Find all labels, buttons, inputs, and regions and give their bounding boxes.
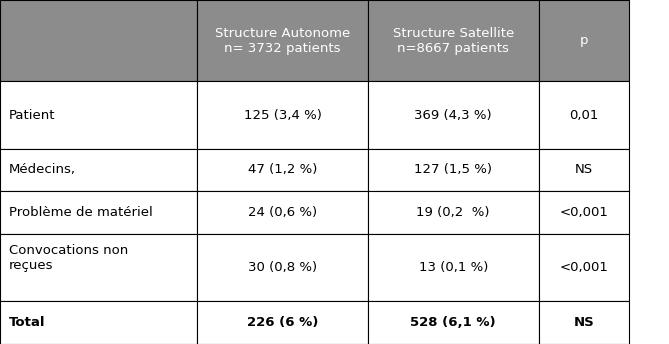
Text: Structure Satellite
n=8667 patients: Structure Satellite n=8667 patients [393, 27, 514, 55]
Bar [0, 234, 197, 301]
Text: 30 (0,8 %): 30 (0,8 %) [248, 261, 317, 274]
Text: 226 (6 %): 226 (6 %) [247, 316, 318, 329]
Text: Convocations non
reçues: Convocations non reçues [9, 244, 128, 272]
Bar [368, 149, 539, 191]
Bar [368, 0, 539, 82]
Text: <0,001: <0,001 [559, 206, 608, 219]
Bar [368, 191, 539, 234]
Text: 127 (1,5 %): 127 (1,5 %) [414, 163, 492, 176]
Bar [539, 82, 629, 149]
Bar [0, 301, 197, 344]
Text: 24 (0,6 %): 24 (0,6 %) [248, 206, 317, 219]
Text: 13 (0,1 %): 13 (0,1 %) [419, 261, 488, 274]
Bar [0, 149, 197, 191]
Text: NS: NS [575, 163, 593, 176]
Text: Patient: Patient [9, 108, 56, 121]
Bar [368, 82, 539, 149]
Bar [197, 82, 368, 149]
Bar [0, 0, 197, 82]
Bar [368, 234, 539, 301]
Bar [539, 191, 629, 234]
Bar [539, 149, 629, 191]
Bar [539, 234, 629, 301]
Bar [539, 0, 629, 82]
Bar [368, 301, 539, 344]
Text: 0,01: 0,01 [569, 108, 598, 121]
Bar [197, 234, 368, 301]
Text: Médecins,: Médecins, [9, 163, 76, 176]
Text: Problème de matériel: Problème de matériel [9, 206, 153, 219]
Text: 528 (6,1 %): 528 (6,1 %) [411, 316, 496, 329]
Bar [197, 191, 368, 234]
Bar [0, 191, 197, 234]
Text: NS: NS [573, 316, 594, 329]
Text: Total: Total [9, 316, 45, 329]
Text: 47 (1,2 %): 47 (1,2 %) [248, 163, 317, 176]
Text: <0,001: <0,001 [559, 261, 608, 274]
Bar [197, 149, 368, 191]
Bar [197, 0, 368, 82]
Text: Structure Autonome
n= 3732 patients: Structure Autonome n= 3732 patients [215, 27, 351, 55]
Bar [0, 82, 197, 149]
Text: 369 (4,3 %): 369 (4,3 %) [414, 108, 492, 121]
Bar [539, 301, 629, 344]
Text: p: p [579, 34, 588, 47]
Text: 125 (3,4 %): 125 (3,4 %) [244, 108, 322, 121]
Bar [197, 301, 368, 344]
Text: 19 (0,2  %): 19 (0,2 %) [417, 206, 490, 219]
